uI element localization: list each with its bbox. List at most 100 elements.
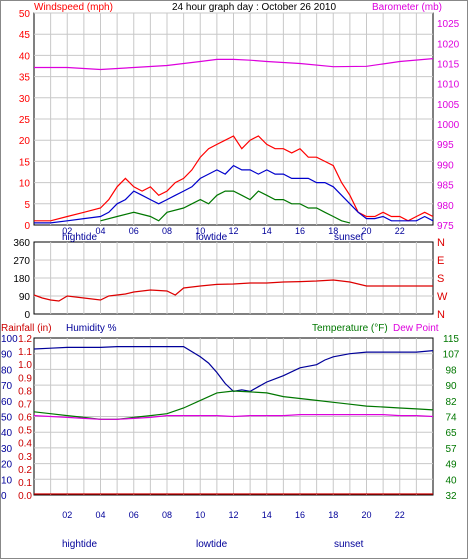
panel1-xtick-0: 02	[62, 226, 72, 236]
humidity-tick-0: 0	[1, 491, 7, 502]
temp-tick-4: 65	[445, 428, 457, 439]
barometer-tick-0: 975	[437, 221, 454, 232]
humidity-tick-9: 90	[1, 350, 13, 361]
windspeed-tick-4: 20	[19, 136, 31, 147]
panel3-xtick-5: 12	[228, 510, 238, 520]
rain-tick-11: 1.1	[18, 347, 32, 358]
panel1-xtick-7: 16	[295, 226, 305, 236]
panel1-series-2	[100, 190, 351, 224]
temp-tick-6: 82	[445, 397, 457, 408]
panel3-series-0	[33, 346, 434, 393]
barometer-tick-9: 1020	[437, 39, 460, 50]
rain-tick-2: 0.2	[18, 465, 32, 476]
rain-tick-9: 0.9	[18, 373, 32, 384]
barometer-tick-5: 1000	[437, 120, 460, 131]
temp-tick-5: 74	[445, 413, 457, 424]
rain-tick-8: 0.8	[18, 386, 32, 397]
panel3-xtick-10: 22	[395, 510, 405, 520]
panel1-series-3	[34, 58, 434, 71]
panel1-xtick-2: 06	[129, 226, 139, 236]
compass-label-1: W	[437, 291, 448, 303]
barometer-tick-7: 1010	[437, 80, 460, 91]
panel1-xtick-1: 04	[95, 226, 105, 236]
windspeed-axis-title: Windspeed (mph)	[34, 2, 113, 13]
graph-title: 24 hour graph day : October 26 2010	[172, 2, 336, 13]
temp-tick-7: 90	[445, 381, 457, 392]
panel1-xtick-5: 12	[228, 226, 238, 236]
direction-tick-0: 0	[24, 310, 30, 321]
compass-label-0: N	[437, 309, 445, 321]
panel3-series-2	[33, 414, 434, 420]
windspeed-tick-0: 0	[24, 221, 30, 232]
barometer-axis-title: Barometer (mb)	[372, 2, 442, 13]
windspeed-tick-8: 40	[19, 51, 31, 62]
rain-tick-5: 0.5	[18, 426, 32, 437]
panel1-xtick-6: 14	[262, 226, 272, 236]
rainfall-axis-title: Rainfall (in)	[1, 323, 52, 334]
temp-tick-10: 115	[443, 334, 459, 345]
rain-tick-0: 0.0	[18, 491, 32, 502]
panel3-xtick-8: 18	[328, 510, 338, 520]
panel1-series-0	[34, 135, 434, 222]
barometer-tick-6: 1005	[437, 100, 460, 111]
panel3-xtick-7: 16	[295, 510, 305, 520]
temp-tick-2: 49	[445, 460, 457, 471]
windspeed-tick-5: 25	[19, 115, 31, 126]
humidity-tick-1: 10	[1, 475, 13, 486]
panel3-xtick-1: 04	[95, 510, 105, 520]
temp-tick-8: 98	[445, 365, 457, 376]
direction-tick-2: 180	[13, 274, 30, 285]
humidity-tick-4: 40	[1, 428, 13, 439]
panel2-series-0	[33, 279, 433, 302]
rain-tick-10: 1.0	[18, 360, 32, 371]
panel1-xtick-4: 10	[195, 226, 205, 236]
panel3-xtick-6: 14	[262, 510, 272, 520]
panel3-xtick-9: 20	[361, 510, 371, 520]
direction-tick-3: 270	[13, 256, 30, 267]
barometer-tick-3: 990	[437, 160, 454, 171]
lowtide-label-3: lowtide	[196, 539, 228, 550]
panel3-xtick-3: 08	[162, 510, 172, 520]
rain-tick-7: 0.7	[18, 399, 32, 410]
lowtide-label-1: lowtide	[196, 232, 228, 243]
compass-label-2: S	[437, 273, 444, 285]
humidity-tick-10: 100	[1, 334, 18, 345]
rain-tick-4: 0.4	[18, 439, 32, 450]
temp-tick-0: 32	[445, 491, 457, 502]
panel1-xtick-8: 18	[328, 226, 338, 236]
direction-tick-1: 90	[19, 292, 31, 303]
rain-tick-12: 1.2	[18, 334, 32, 345]
panel1-xtick-9: 20	[361, 226, 371, 236]
windspeed-tick-2: 10	[19, 179, 31, 190]
barometer-tick-2: 985	[437, 181, 454, 192]
rain-tick-6: 0.6	[18, 413, 32, 424]
dewpoint-axis-title: Dew Point	[393, 323, 439, 334]
humidity-tick-5: 50	[1, 413, 13, 424]
humidity-tick-3: 30	[1, 444, 13, 455]
panel1-xtick-10: 22	[395, 226, 405, 236]
barometer-tick-1: 980	[437, 201, 454, 212]
humidity-axis-title: Humidity %	[66, 323, 117, 334]
panel1-xtick-3: 08	[162, 226, 172, 236]
panel3-xtick-0: 02	[62, 510, 72, 520]
windspeed-tick-1: 5	[24, 200, 30, 211]
temp-tick-9: 107	[443, 350, 460, 361]
temp-tick-1: 40	[445, 475, 457, 486]
humidity-tick-8: 80	[1, 365, 13, 376]
compass-label-3: E	[437, 255, 444, 267]
barometer-tick-8: 1015	[437, 59, 460, 70]
windspeed-tick-6: 30	[19, 94, 31, 105]
direction-tick-4: 360	[13, 238, 30, 249]
hightide-label-1: hightide	[62, 232, 97, 243]
panel1-series-1	[34, 164, 434, 224]
compass-label-4: N	[437, 237, 445, 249]
windspeed-tick-3: 15	[19, 157, 31, 168]
windspeed-tick-10: 50	[19, 9, 31, 20]
barometer-tick-10: 1025	[437, 19, 460, 30]
temp-tick-3: 57	[445, 444, 457, 455]
windspeed-tick-9: 45	[19, 30, 31, 41]
windspeed-tick-7: 35	[19, 73, 31, 84]
rain-tick-1: 0.1	[18, 478, 32, 489]
humidity-tick-7: 70	[1, 381, 13, 392]
